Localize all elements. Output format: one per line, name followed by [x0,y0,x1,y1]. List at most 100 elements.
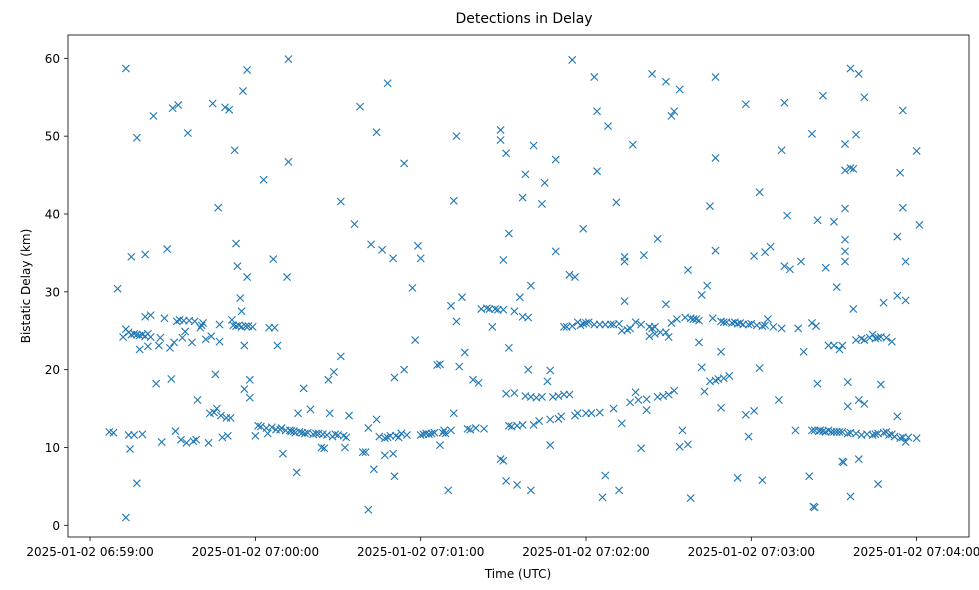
x-marker [141,250,150,259]
data-point [383,79,392,88]
x-marker [183,129,192,138]
x-marker [287,427,296,436]
data-point [678,426,687,435]
x-marker [336,197,345,206]
data-point [245,393,254,402]
data-point [639,251,648,260]
x-marker [156,333,165,342]
data-point [278,449,287,458]
data-point [675,442,684,451]
x-marker [256,422,265,431]
data-point [915,220,924,229]
x-marker [141,312,150,321]
x-marker [717,347,726,356]
x-marker [130,329,139,338]
x-marker [350,220,359,229]
data-point [843,429,852,438]
x-marker [835,345,844,354]
x-marker [546,366,555,375]
x-marker [267,423,276,432]
x-marker [372,128,381,137]
data-point [887,337,896,346]
x-marker [390,472,399,481]
x-axis: 2025-01-02 06:59:00 2025-01-02 07:00:00 20… [26,537,979,559]
x-marker [211,370,220,379]
data-point [810,503,819,512]
x-marker [678,426,687,435]
x-marker [670,107,679,116]
x-marker [694,316,703,325]
x-marker [744,432,753,441]
data-point [499,305,508,314]
x-marker [579,319,588,328]
data-point [543,377,552,386]
x-marker [750,406,759,415]
x-marker [846,64,855,73]
data-point [725,371,734,380]
data-point [755,364,764,373]
x-marker [639,251,648,260]
data-point [846,164,855,173]
data-point [375,432,384,441]
x-marker [846,164,855,173]
data-point [325,409,334,418]
data-point [196,323,205,332]
x-marker [755,188,764,197]
data-point [299,384,308,393]
x-marker [890,432,899,441]
data-point [424,430,433,439]
data-point [659,392,668,401]
data-point [901,438,910,447]
data-point [482,304,491,313]
x-marker [887,337,896,346]
x-marker [361,448,370,457]
x-marker [342,433,351,442]
x-marker [416,254,425,263]
x-marker [565,270,574,279]
data-point [598,493,607,502]
data-point [818,91,827,100]
x-marker [565,390,574,399]
x-marker [593,107,602,116]
x-marker [380,451,389,460]
data-point [816,426,825,435]
data-point [336,352,345,361]
x-marker [741,410,750,419]
x-marker [885,431,894,440]
x-marker [269,255,278,264]
x-marker [535,417,544,426]
data-point [358,448,367,457]
data-point [447,301,455,310]
data-point [390,373,399,382]
data-point [444,486,453,495]
x-marker [284,157,293,166]
x-marker [138,430,147,439]
x-marker [559,322,568,331]
data-point [893,232,902,241]
x-marker [661,328,670,337]
data-point [835,345,844,354]
x-marker [551,155,560,164]
x-marker [201,335,210,344]
x-marker [469,375,478,384]
x-marker [181,327,190,336]
x-marker [463,424,472,433]
data-point [546,441,555,450]
x-marker [901,438,910,447]
x-marker [226,413,235,422]
data-point [912,434,921,443]
x-marker [570,273,579,282]
data-point [794,324,803,333]
x-marker [642,406,651,415]
data-point [893,412,902,421]
data-point [601,471,610,480]
data-point [416,254,425,263]
data-point [841,257,849,266]
data-point [846,492,855,501]
data-point [595,408,604,417]
data-point [901,257,910,266]
data-point [796,257,805,266]
x-marker [667,318,676,327]
x-marker [796,257,805,266]
x-marker [358,448,367,457]
